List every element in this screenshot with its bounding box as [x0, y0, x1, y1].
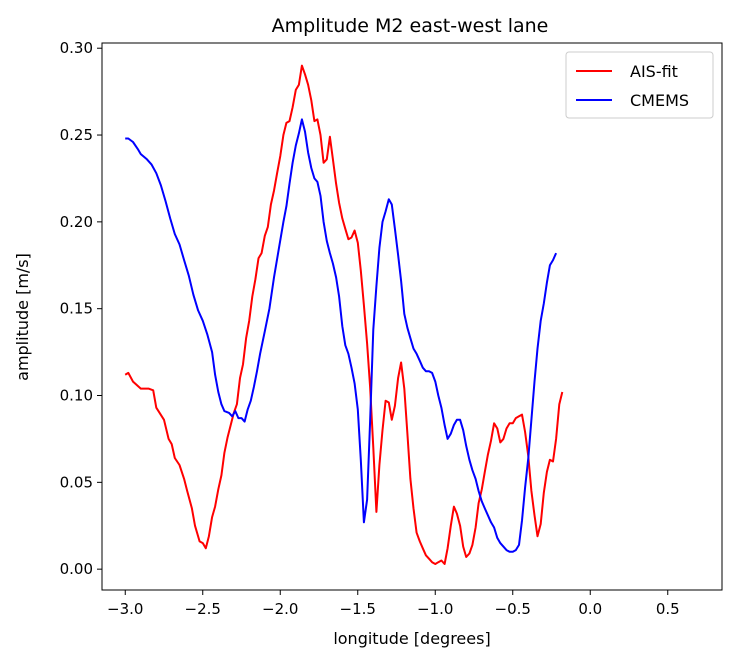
x-tick-label: −0.5 — [495, 600, 531, 618]
y-tick-label: 0.25 — [60, 126, 93, 144]
legend-box — [565, 51, 714, 119]
x-tick-label: −1.5 — [340, 600, 376, 618]
x-tick-label: −3.0 — [107, 600, 143, 618]
x-tick-label: −1.0 — [417, 600, 453, 618]
chart-title: Amplitude M2 east-west lane — [272, 15, 549, 37]
y-tick-label: 0.00 — [60, 560, 93, 578]
y-axis-ticks: 0.00 0.05 0.10 0.15 0.20 0.25 0.30 — [60, 39, 102, 578]
x-axis-label: longitude [degrees] — [333, 629, 490, 648]
plot-frame — [101, 42, 723, 591]
y-tick-label: 0.20 — [60, 213, 93, 231]
y-tick-label: 0.30 — [60, 39, 93, 57]
y-tick-label: 0.15 — [60, 300, 93, 318]
series-layer — [124, 64, 564, 565]
x-tick-label: −2.0 — [262, 600, 298, 618]
y-axis-label: amplitude [m/s] — [13, 253, 32, 381]
series-line-ais-fit — [124, 64, 564, 565]
x-axis-ticks: −3.0 −2.5 −2.0 −1.5 −1.0 −0.5 0.0 0.5 — [107, 590, 680, 618]
x-tick-label: 0.0 — [578, 600, 602, 618]
series-line-cmems — [125, 118, 558, 553]
x-tick-label: 0.5 — [656, 600, 680, 618]
y-tick-label: 0.05 — [60, 473, 93, 491]
legend-label-ais-fit: AIS-fit — [630, 62, 678, 81]
legend: AIS-fit CMEMS — [565, 51, 714, 119]
x-tick-label: −2.5 — [185, 600, 221, 618]
y-tick-label: 0.10 — [60, 387, 93, 405]
legend-label-cmems: CMEMS — [630, 91, 689, 110]
